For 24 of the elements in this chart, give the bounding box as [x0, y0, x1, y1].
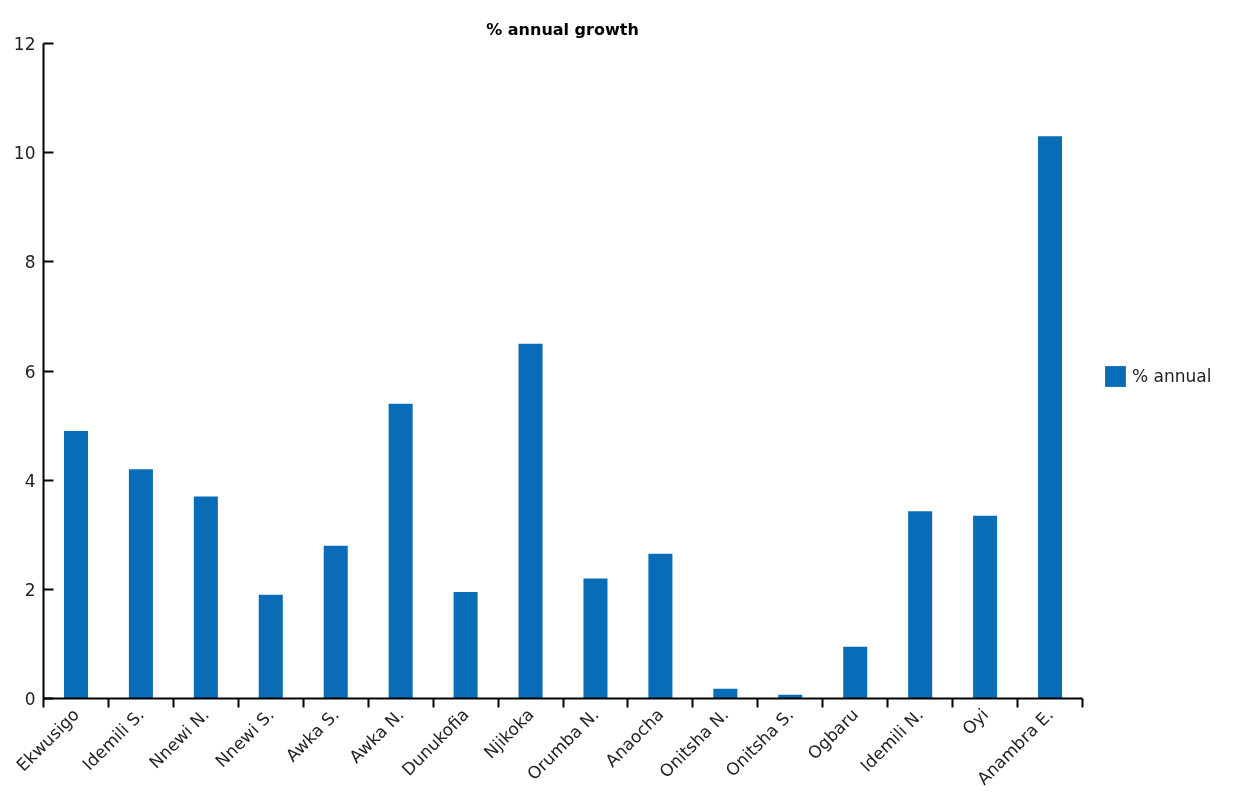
bar	[518, 343, 543, 699]
bar	[128, 469, 153, 699]
bar	[193, 496, 218, 699]
bar	[713, 688, 738, 699]
y-tick-label: 8	[24, 252, 36, 273]
y-tick-label: 10	[13, 143, 36, 164]
bar	[388, 403, 413, 699]
bar	[648, 553, 673, 699]
y-tick-label: 0	[24, 689, 36, 709]
y-tick-label: 12	[13, 34, 36, 54]
bar	[63, 431, 88, 699]
y-tick-label: 2	[24, 579, 36, 600]
bar	[1038, 136, 1063, 699]
bar	[908, 511, 933, 699]
chart-title: % annual growth	[486, 19, 639, 39]
bar	[843, 646, 868, 699]
bar	[453, 592, 478, 699]
bar	[323, 545, 348, 699]
y-tick-label: 6	[24, 361, 36, 382]
legend-label: % annual	[1132, 366, 1212, 386]
bar	[973, 515, 998, 699]
y-tick-label: 4	[24, 470, 36, 491]
bar	[583, 578, 608, 699]
bar	[258, 594, 283, 699]
